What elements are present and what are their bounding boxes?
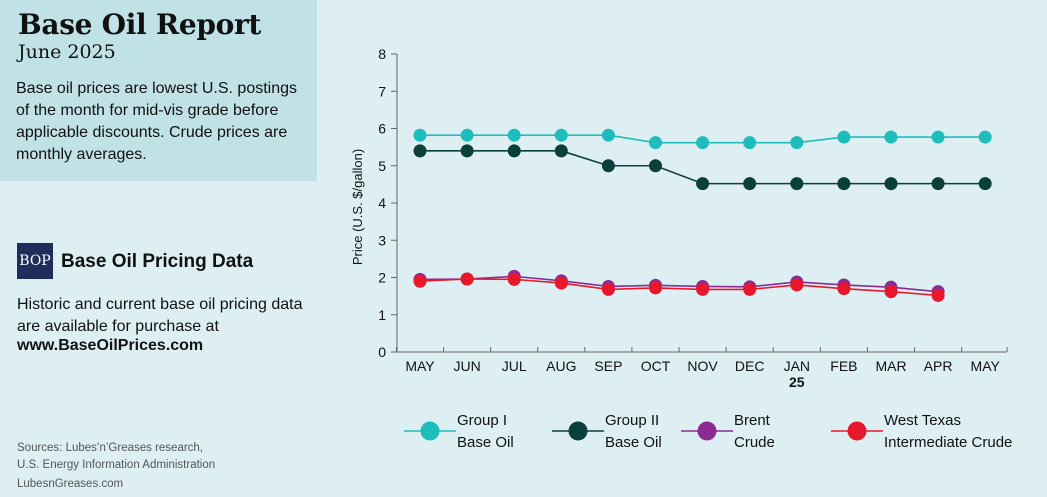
report-date: June 2025 — [18, 41, 116, 63]
x-tick-label: DEC — [735, 358, 765, 374]
legend-label: Group I Base Oil — [457, 410, 617, 454]
data-point — [790, 177, 804, 191]
legend-swatch — [404, 421, 456, 441]
data-point — [743, 282, 757, 296]
data-point — [884, 285, 898, 299]
data-point — [649, 281, 662, 295]
y-tick-label: 1 — [378, 307, 386, 323]
promo-heading: Base Oil Pricing Data — [61, 251, 254, 272]
data-point — [460, 272, 474, 286]
data-point — [601, 282, 615, 296]
data-point — [837, 130, 851, 144]
data-point — [554, 128, 568, 142]
legend-label: Group II Base Oil — [605, 410, 765, 454]
data-point — [554, 276, 568, 290]
data-point — [837, 177, 851, 191]
y-tick-label: 5 — [378, 158, 386, 174]
y-tick-label: 6 — [378, 121, 386, 137]
x-tick-label: FEB — [830, 358, 857, 374]
legend-label: Brent Crude — [734, 410, 894, 454]
legend-label-line: Brent — [734, 412, 770, 429]
data-point — [696, 282, 710, 296]
y-tick-label: 2 — [378, 270, 386, 286]
intro-panel — [0, 0, 317, 181]
sources-line: Sources: Lubes’n’Greases research, — [17, 442, 204, 454]
legend-marker — [697, 421, 717, 441]
bop-logo: BOP — [17, 243, 53, 279]
data-point — [978, 177, 992, 191]
data-point — [413, 274, 427, 288]
data-point — [601, 159, 615, 173]
legend-label-line: Crude — [734, 434, 775, 451]
legend-label-line: Base Oil — [457, 434, 514, 451]
series-line — [419, 278, 939, 297]
x-tick-label: MAY — [971, 358, 1001, 374]
x-tick-label: JUL — [502, 358, 527, 374]
data-point — [931, 288, 945, 302]
x-tick-label: MAY — [405, 358, 435, 374]
data-point — [507, 272, 521, 286]
data-point — [554, 144, 568, 158]
x-tick-label: JAN — [784, 358, 810, 374]
x-tick-label: AUG — [546, 358, 576, 374]
data-point — [790, 278, 804, 292]
data-point — [743, 177, 757, 191]
year-marker: 25 — [789, 374, 805, 390]
data-point — [460, 128, 474, 142]
site-credit: LubesnGreases.com — [17, 478, 124, 490]
legend-label-line: West Texas — [884, 412, 961, 429]
page-title: Base Oil Report — [18, 8, 262, 41]
data-point — [649, 159, 662, 173]
data-point — [460, 144, 474, 158]
data-point — [837, 282, 851, 296]
data-point — [884, 177, 898, 191]
series-line — [419, 275, 939, 293]
data-point — [696, 177, 710, 191]
x-tick-label: MAR — [875, 358, 906, 374]
data-point — [601, 128, 615, 142]
x-tick-label: NOV — [687, 358, 718, 374]
data-point — [931, 177, 945, 191]
data-point — [507, 144, 521, 158]
x-tick-label: OCT — [641, 358, 671, 374]
legend-swatch — [552, 421, 604, 441]
promo-text: Historic and current base oil pricing da… — [17, 296, 303, 335]
data-point — [884, 130, 898, 144]
sources-line: U.S. Energy Information Administration — [17, 459, 216, 471]
x-tick-label: JUN — [453, 358, 480, 374]
y-tick-label: 8 — [378, 46, 386, 62]
legend-marker — [568, 421, 588, 441]
legend-label-line: Group I — [457, 412, 508, 429]
sources-note: Sources: Lubes’n’Greases research, U.S. … — [17, 440, 307, 474]
data-point — [413, 144, 427, 158]
legend-label-line: Group II — [605, 412, 660, 429]
x-tick-label: APR — [924, 358, 953, 374]
data-point — [507, 128, 521, 142]
data-point — [743, 136, 757, 150]
y-tick-label: 0 — [378, 344, 386, 360]
legend-label: West Texas Intermediate Crude — [884, 410, 1044, 454]
data-point — [649, 136, 662, 150]
legend-marker — [420, 421, 440, 441]
data-point — [696, 136, 710, 150]
y-tick-label: 4 — [378, 195, 386, 211]
data-point — [978, 130, 992, 144]
x-tick-label: SEP — [594, 358, 622, 374]
legend-label-line: Intermediate Crude — [884, 434, 1013, 451]
y-tick-label: 3 — [378, 232, 386, 248]
data-point — [413, 128, 427, 142]
legend-swatch — [831, 421, 883, 441]
data-point — [931, 130, 945, 144]
report-description: Base oil prices are lowest U.S. postings… — [16, 80, 298, 163]
legend-label-line: Base Oil — [605, 434, 662, 451]
legend-marker — [847, 421, 867, 441]
y-axis-label: Price (U.S. $/gallon) — [350, 149, 365, 265]
promo-link[interactable]: www.BaseOilPrices.com — [17, 337, 204, 354]
legend-swatch — [681, 421, 733, 441]
data-point — [790, 136, 804, 150]
y-tick-label: 7 — [378, 83, 386, 99]
